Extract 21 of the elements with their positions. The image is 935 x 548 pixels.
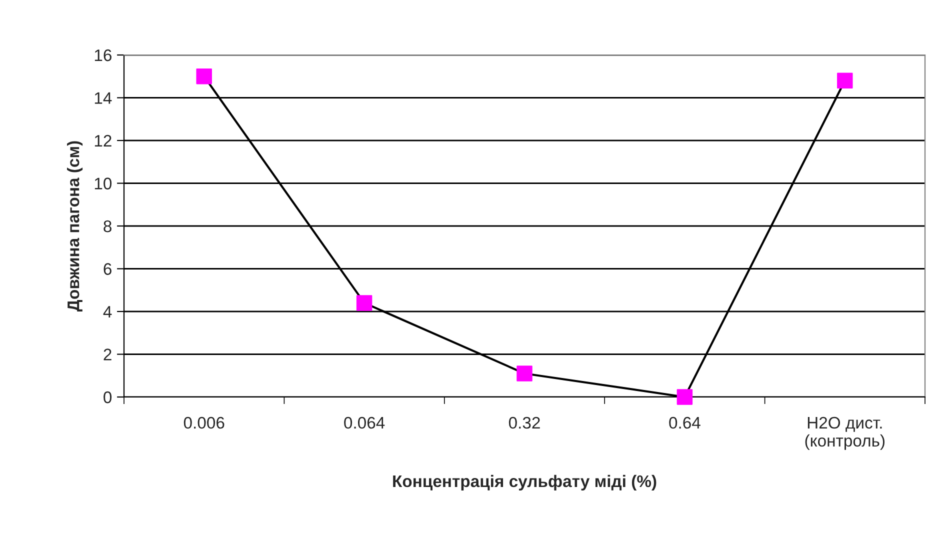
point — [356, 295, 372, 311]
y-tick-label: 8 — [104, 220, 112, 232]
x-tick-label: 0.064 — [344, 416, 385, 429]
point — [516, 366, 532, 382]
point — [196, 68, 212, 84]
y-tick-label: 0 — [104, 391, 112, 404]
x-tick-label: 0.64 — [669, 416, 700, 429]
x-tick-label: 0.006 — [184, 416, 224, 429]
y-tick-label: 6 — [104, 263, 112, 275]
y-tick-label: 2 — [104, 348, 112, 360]
y-tick-label: 16 — [94, 49, 112, 62]
point — [837, 72, 853, 89]
y-tick-label: 4 — [103, 306, 112, 318]
y-tick-label: 14 — [94, 92, 112, 104]
x-tick-label: 0.32 — [508, 416, 540, 429]
x-axis-title: Концентрація сульфату міді (%) — [393, 474, 656, 490]
y-tick-label: 12 — [94, 134, 112, 147]
point — [676, 389, 693, 405]
y-tick-label: 10 — [94, 178, 112, 190]
y-axis-title: Довжина пагона (см) — [67, 141, 83, 312]
x-tick-label: H2O дист. (контроль) — [805, 416, 884, 450]
